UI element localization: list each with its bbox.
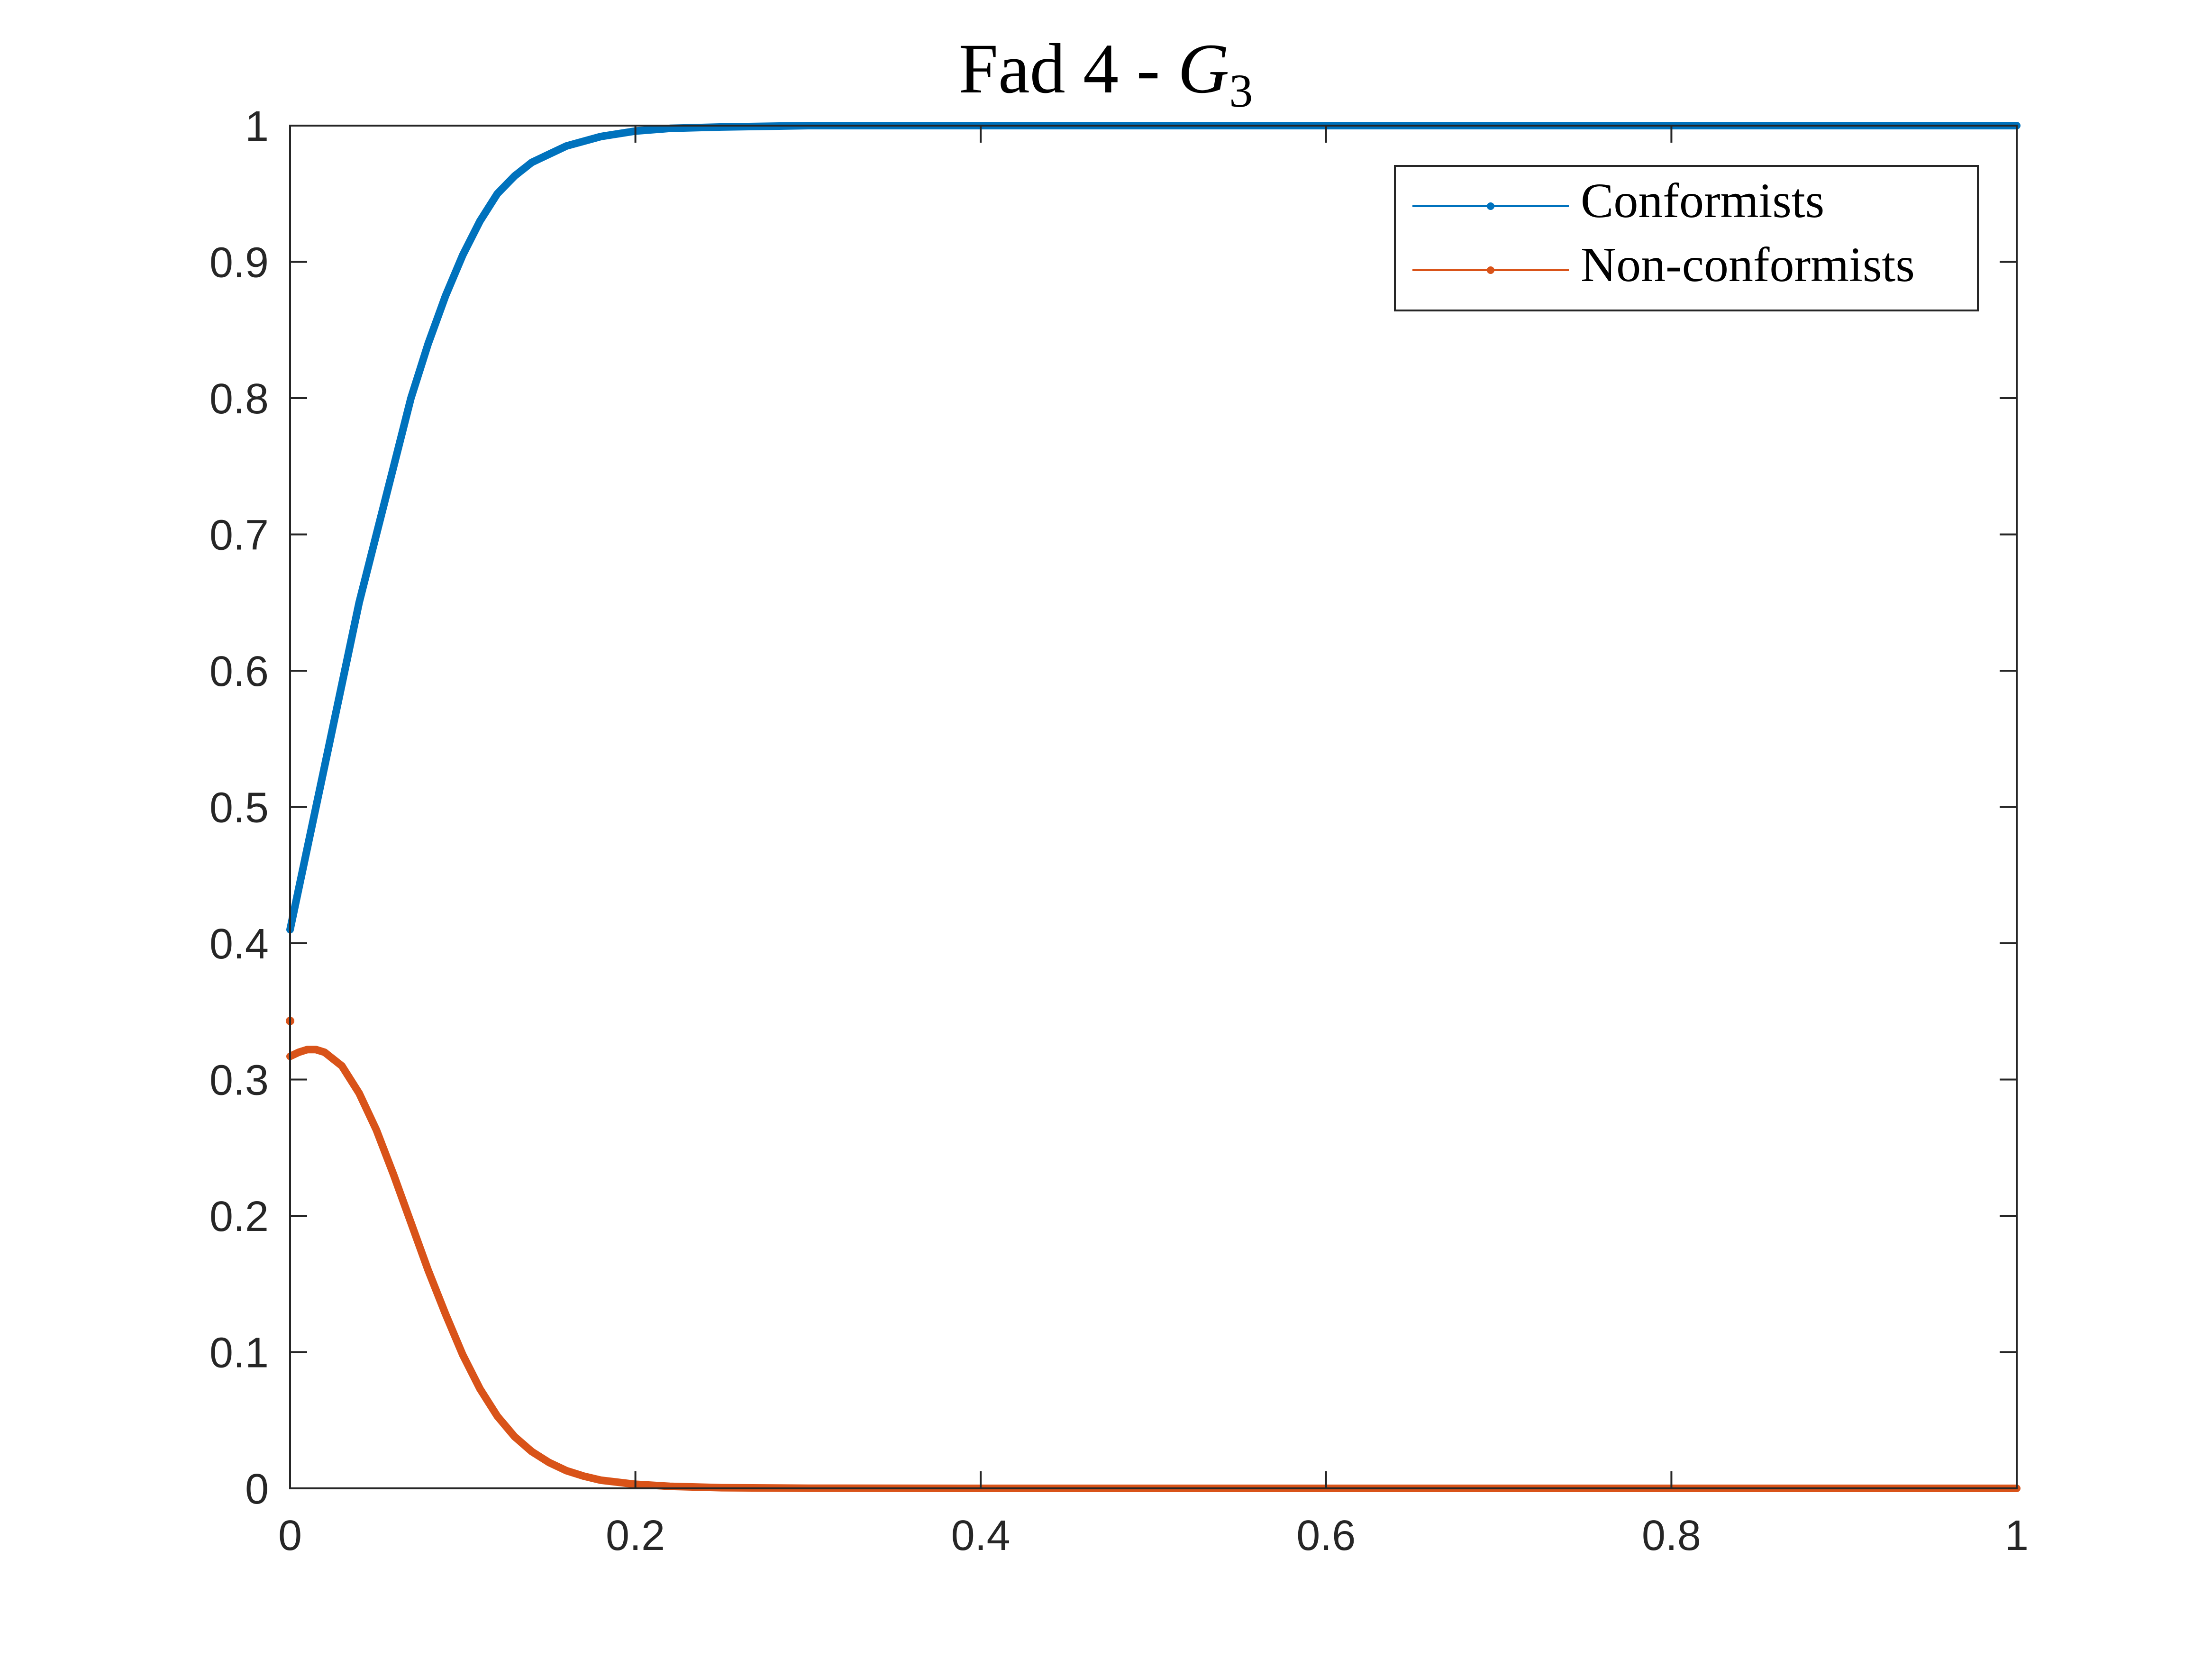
y-tick-label: 0.4 — [209, 921, 269, 968]
x-tick-label: 0.4 — [951, 1512, 1010, 1559]
x-axis-ticks: 0 0.2 0.4 0.6 0.8 1 — [278, 126, 2029, 1559]
y-tick-label: 0.2 — [209, 1193, 269, 1240]
y-tick-label: 0.8 — [209, 375, 269, 423]
y-tick-label: 0.9 — [209, 239, 269, 287]
y-tick-label: 0.1 — [209, 1330, 269, 1377]
y-tick-label: 1 — [245, 103, 269, 150]
x-tick-label: 0.8 — [1642, 1512, 1701, 1559]
chart-title-symbol: G — [1178, 29, 1229, 108]
x-tick-label: 0 — [278, 1512, 302, 1559]
legend: Conformists Non-conformists — [1394, 165, 1979, 311]
y-tick-label: 0.7 — [209, 512, 269, 559]
x-tick-label: 0.2 — [606, 1512, 665, 1559]
axes-background — [290, 126, 2017, 1488]
legend-marker-non-conformists — [1487, 266, 1494, 274]
legend-marker-conformists — [1487, 202, 1494, 210]
chart-title: Fad 4 - G3 — [959, 29, 1253, 117]
y-tick-label: 0.6 — [209, 648, 269, 695]
x-tick-label: 1 — [2005, 1512, 2029, 1559]
chart-title-subscript: 3 — [1229, 64, 1253, 117]
y-tick-label: 0.3 — [209, 1057, 269, 1104]
legend-box — [1394, 165, 1979, 311]
y-axis-ticks: 0 0.1 0.2 0.3 0.4 0.5 0.6 0.7 0.8 0.9 1 — [209, 103, 2017, 1513]
chart-title-prefix: Fad 4 - — [959, 29, 1178, 108]
legend-label-conformists: Conformists — [1581, 173, 1824, 228]
y-tick-label: 0 — [245, 1466, 269, 1513]
plot-area — [290, 126, 2017, 1488]
x-tick-label: 0.6 — [1296, 1512, 1356, 1559]
y-tick-label: 0.5 — [209, 784, 269, 832]
legend-label-non-conformists: Non-conformists — [1581, 237, 1915, 292]
